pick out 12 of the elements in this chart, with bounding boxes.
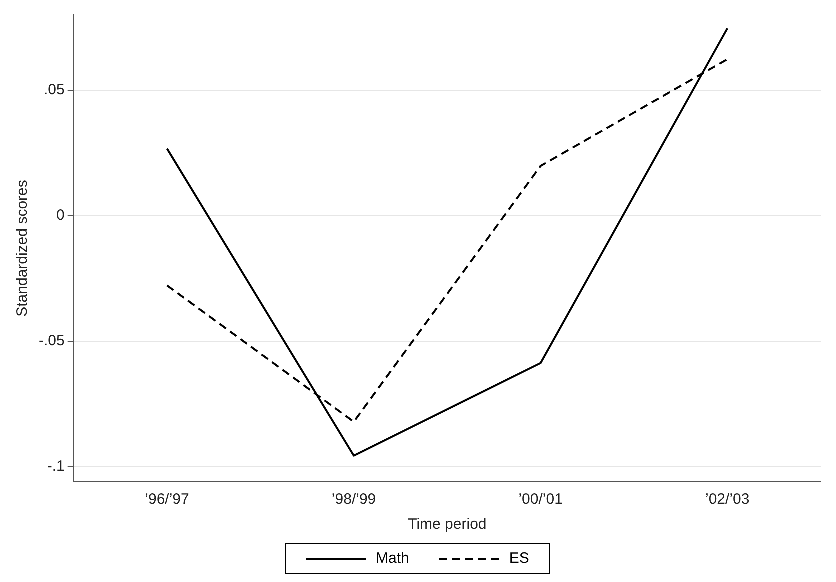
x-tick-label: ’98/’99 (332, 491, 376, 508)
legend-label: Math (376, 550, 410, 567)
legend-label: ES (509, 550, 530, 567)
x-axis-title: Time period (408, 516, 487, 534)
x-tick-label: ’96/’97 (145, 491, 190, 508)
y-tick-label: 0 (56, 207, 65, 224)
y-axis-title: Standardized scores (14, 180, 32, 317)
y-tick-label: .05 (44, 81, 65, 98)
x-tick-label: ’00/’01 (518, 491, 563, 508)
y-tick-label: -.05 (38, 332, 65, 350)
y-tick-label: -.1 (47, 458, 65, 476)
x-tick-label: ’02/’03 (706, 491, 750, 508)
